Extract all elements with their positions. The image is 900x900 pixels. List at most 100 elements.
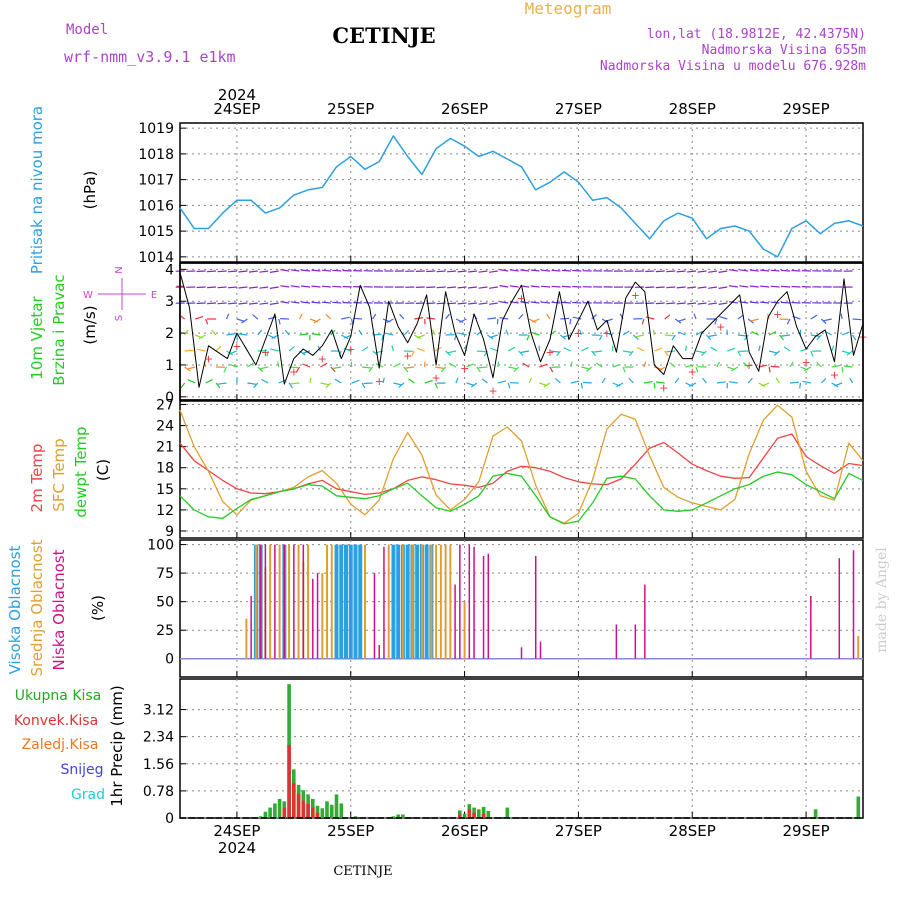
total-precip-bar xyxy=(258,816,263,818)
wind-arrow xyxy=(718,302,728,305)
wind-arrow xyxy=(739,285,749,288)
wind-arrow xyxy=(570,380,580,384)
model-label: Model xyxy=(66,22,108,38)
wind-arrow xyxy=(217,286,227,289)
panel-labels: Pritisak na nivou mora (hPa) 10m Vjetar … xyxy=(6,106,157,807)
wind-arrow xyxy=(332,301,342,304)
y-tick-label: 3.12 xyxy=(143,703,174,719)
wind-arrow xyxy=(290,382,300,385)
wind-arrow xyxy=(810,350,814,357)
wind-arrow xyxy=(468,270,477,273)
wind-arrow xyxy=(363,382,373,385)
total-precip-bar xyxy=(396,814,400,818)
wind-arrow xyxy=(770,269,780,272)
wind-arrow xyxy=(288,382,293,389)
y-tick-label: 0.78 xyxy=(143,784,174,800)
wind-arrow xyxy=(834,382,843,387)
wind-arrow xyxy=(727,347,736,352)
wind-marker: + xyxy=(602,327,611,340)
wind-arrow xyxy=(520,350,530,354)
wind-arrow xyxy=(499,301,509,304)
bottom-day-label: 24SEP xyxy=(213,822,260,840)
wind-arrow xyxy=(266,350,269,357)
wind-arrow xyxy=(424,379,433,384)
wind-arrow xyxy=(749,301,759,304)
model-altitude: Nadmorska Visina u modelu 676.928m xyxy=(600,59,866,74)
wind-arrow xyxy=(470,382,478,388)
wind-arrow xyxy=(259,302,269,305)
wind-arrow xyxy=(677,331,686,336)
wind-arrow xyxy=(803,366,812,372)
wind-arrow xyxy=(248,302,258,305)
wind-arrow xyxy=(476,330,483,336)
wind-arrow xyxy=(556,350,561,357)
wind-arrow xyxy=(518,350,524,357)
wind-arrow xyxy=(330,366,336,373)
total-precip-bar xyxy=(277,798,282,818)
wind-arrow xyxy=(238,270,248,273)
wind-arrow xyxy=(257,329,263,336)
wind-arrow xyxy=(313,318,321,324)
wind-arrow xyxy=(447,350,457,354)
wind-arrow xyxy=(791,285,801,288)
wind-arrow xyxy=(562,334,571,338)
wind-arrow xyxy=(180,382,186,389)
wind-arrow xyxy=(478,302,488,305)
compass-w: W xyxy=(83,290,93,301)
cloud-panel: 0 25 50 75 100 xyxy=(147,538,864,678)
wind-arrow xyxy=(728,285,738,288)
wind-arrow xyxy=(666,270,676,273)
wind-arrow xyxy=(747,377,753,384)
y-tick-label: 3 xyxy=(165,294,174,310)
y-tick-label: 21 xyxy=(156,440,174,456)
wind-arrow xyxy=(301,301,311,304)
wind-arrow xyxy=(669,362,676,368)
wind-arrow xyxy=(539,363,548,368)
wind-arrow xyxy=(780,285,791,288)
wind-arrow xyxy=(217,270,227,273)
wind-arrow xyxy=(666,350,676,353)
top-day-label: 24SEP xyxy=(213,100,260,118)
wind-arrow xyxy=(391,345,394,352)
wind-arrow xyxy=(187,379,196,384)
wind-arrow xyxy=(411,350,415,357)
total-precip-bar xyxy=(481,806,486,818)
wind-arrow xyxy=(595,362,603,368)
wind-arrow xyxy=(530,269,540,272)
wind-arrow xyxy=(259,366,269,370)
wind-arrow xyxy=(708,270,717,273)
panel-frame xyxy=(179,262,864,401)
wind-arrow xyxy=(393,363,401,368)
wind-arrow xyxy=(780,269,791,272)
wind-arrow xyxy=(716,361,721,368)
wind-arrow xyxy=(655,286,665,289)
total-precip-bar xyxy=(339,803,344,818)
wind-arrow xyxy=(207,302,217,305)
wind-arrow xyxy=(791,269,801,272)
wind-arrow xyxy=(447,270,457,273)
wind-arrow xyxy=(507,346,516,352)
tsfc-line xyxy=(179,404,864,524)
temp-unit: (C) xyxy=(94,459,112,481)
conv-precip-bar xyxy=(282,807,287,818)
wind-arrow xyxy=(301,350,311,355)
wind-arrow xyxy=(697,270,707,273)
wind-arrow xyxy=(499,269,509,272)
wind-arrow xyxy=(269,302,279,305)
wind-arrow xyxy=(685,345,687,352)
wind-arrow xyxy=(846,350,853,356)
wind-arrow xyxy=(403,366,409,373)
wind-arrow xyxy=(541,285,551,288)
wind-arrow xyxy=(301,285,311,288)
conv-precip-bar xyxy=(311,807,315,818)
wind-arrow xyxy=(311,301,321,304)
wind-marker: + xyxy=(773,308,782,321)
y-tick-label: 0 xyxy=(165,652,174,668)
wind-arrow xyxy=(408,378,415,384)
wind-arrow xyxy=(541,301,551,304)
wind-arrow xyxy=(499,285,509,288)
wind-arrow xyxy=(671,334,676,341)
wind-arrow xyxy=(489,270,498,273)
wind-arrow xyxy=(666,286,676,289)
y-tick-label: 2.34 xyxy=(143,730,174,746)
